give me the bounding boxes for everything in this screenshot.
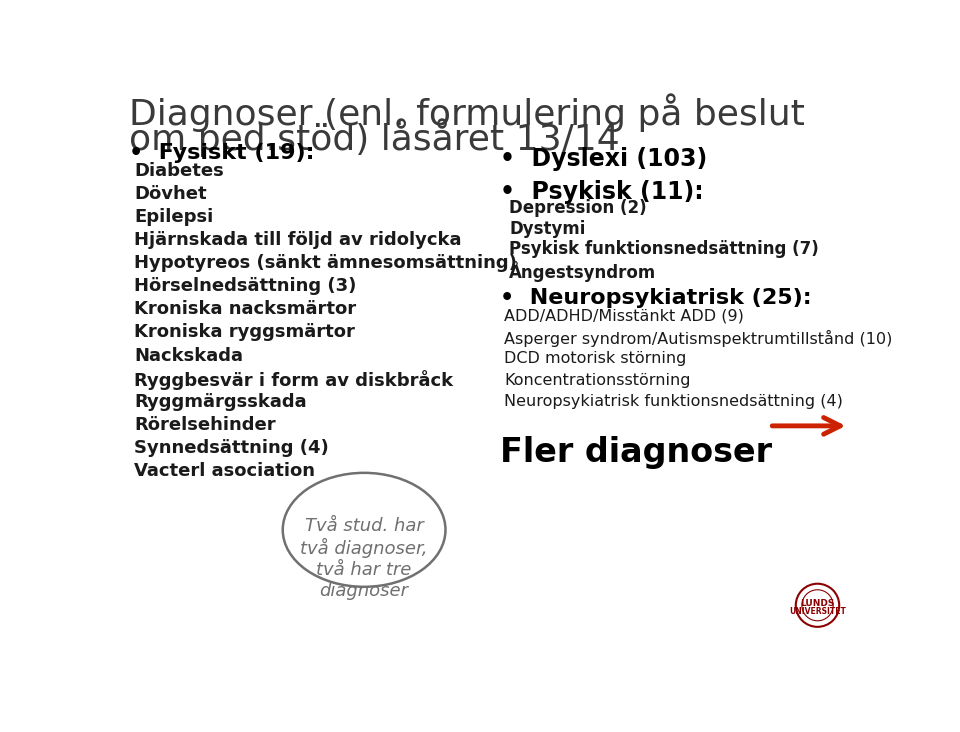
Text: Ryggmärgsskada: Ryggmärgsskada — [134, 393, 306, 411]
Text: ADD/ADHD/Misstänkt ADD (9): ADD/ADHD/Misstänkt ADD (9) — [504, 308, 744, 323]
Text: Kroniska nacksmärtor: Kroniska nacksmärtor — [134, 300, 356, 318]
Text: Epilepsi: Epilepsi — [134, 208, 213, 226]
Text: Hjärnskada till följd av ridolycka: Hjärnskada till följd av ridolycka — [134, 231, 462, 249]
Text: DCD motorisk störning: DCD motorisk störning — [504, 351, 686, 366]
Text: Kroniska ryggsmärtor: Kroniska ryggsmärtor — [134, 324, 355, 341]
Text: •  Dyslexi (103): • Dyslexi (103) — [500, 147, 707, 171]
Text: •  Psykisk (11):: • Psykisk (11): — [500, 180, 704, 204]
Text: Synnedsättning (4): Synnedsättning (4) — [134, 439, 328, 457]
Text: Nackskada: Nackskada — [134, 346, 243, 365]
Text: om ped.stöd) låsåret 13/14: om ped.stöd) låsåret 13/14 — [130, 118, 620, 157]
Text: UNIVERSITET: UNIVERSITET — [789, 607, 846, 616]
Text: Psykisk funktionsnedsättning (7): Psykisk funktionsnedsättning (7) — [509, 240, 819, 258]
Text: Depression (2): Depression (2) — [509, 198, 647, 217]
Text: Ångestsyndrom: Ångestsyndrom — [509, 261, 657, 282]
Text: LUNDS: LUNDS — [801, 599, 834, 608]
Text: Ryggbesvär i form av diskbråck: Ryggbesvär i form av diskbråck — [134, 370, 453, 389]
Text: Neuropsykiatrisk funktionsnedsättning (4): Neuropsykiatrisk funktionsnedsättning (4… — [504, 395, 843, 409]
FancyArrowPatch shape — [772, 417, 840, 434]
Text: Dystymi: Dystymi — [509, 220, 586, 237]
Text: Två stud. har
två diagnoser,
två har tre
diagnoser: Två stud. har två diagnoser, två har tre… — [300, 517, 428, 600]
Text: Hypotyreos (sänkt ämnesomsättning): Hypotyreos (sänkt ämnesomsättning) — [134, 254, 516, 272]
Text: Asperger syndrom/Autismspektrumtillstånd (10): Asperger syndrom/Autismspektrumtillstånd… — [504, 329, 893, 347]
Text: •  Fysiskt (19):: • Fysiskt (19): — [130, 143, 315, 163]
Text: Diabetes: Diabetes — [134, 162, 224, 180]
Text: Rörelsehinder: Rörelsehinder — [134, 416, 276, 434]
Text: Dövhet: Dövhet — [134, 185, 206, 203]
Text: •  Neuropsykiatrisk (25):: • Neuropsykiatrisk (25): — [500, 288, 811, 308]
Text: Hörselnedsättning (3): Hörselnedsättning (3) — [134, 277, 356, 295]
Text: Vacterl asociation: Vacterl asociation — [134, 462, 315, 480]
Text: Fler diagnoser: Fler diagnoser — [500, 436, 772, 469]
Text: Koncentrationsstörning: Koncentrationsstörning — [504, 373, 691, 388]
Text: Diagnoser (enl. formulering på beslut: Diagnoser (enl. formulering på beslut — [130, 93, 805, 132]
